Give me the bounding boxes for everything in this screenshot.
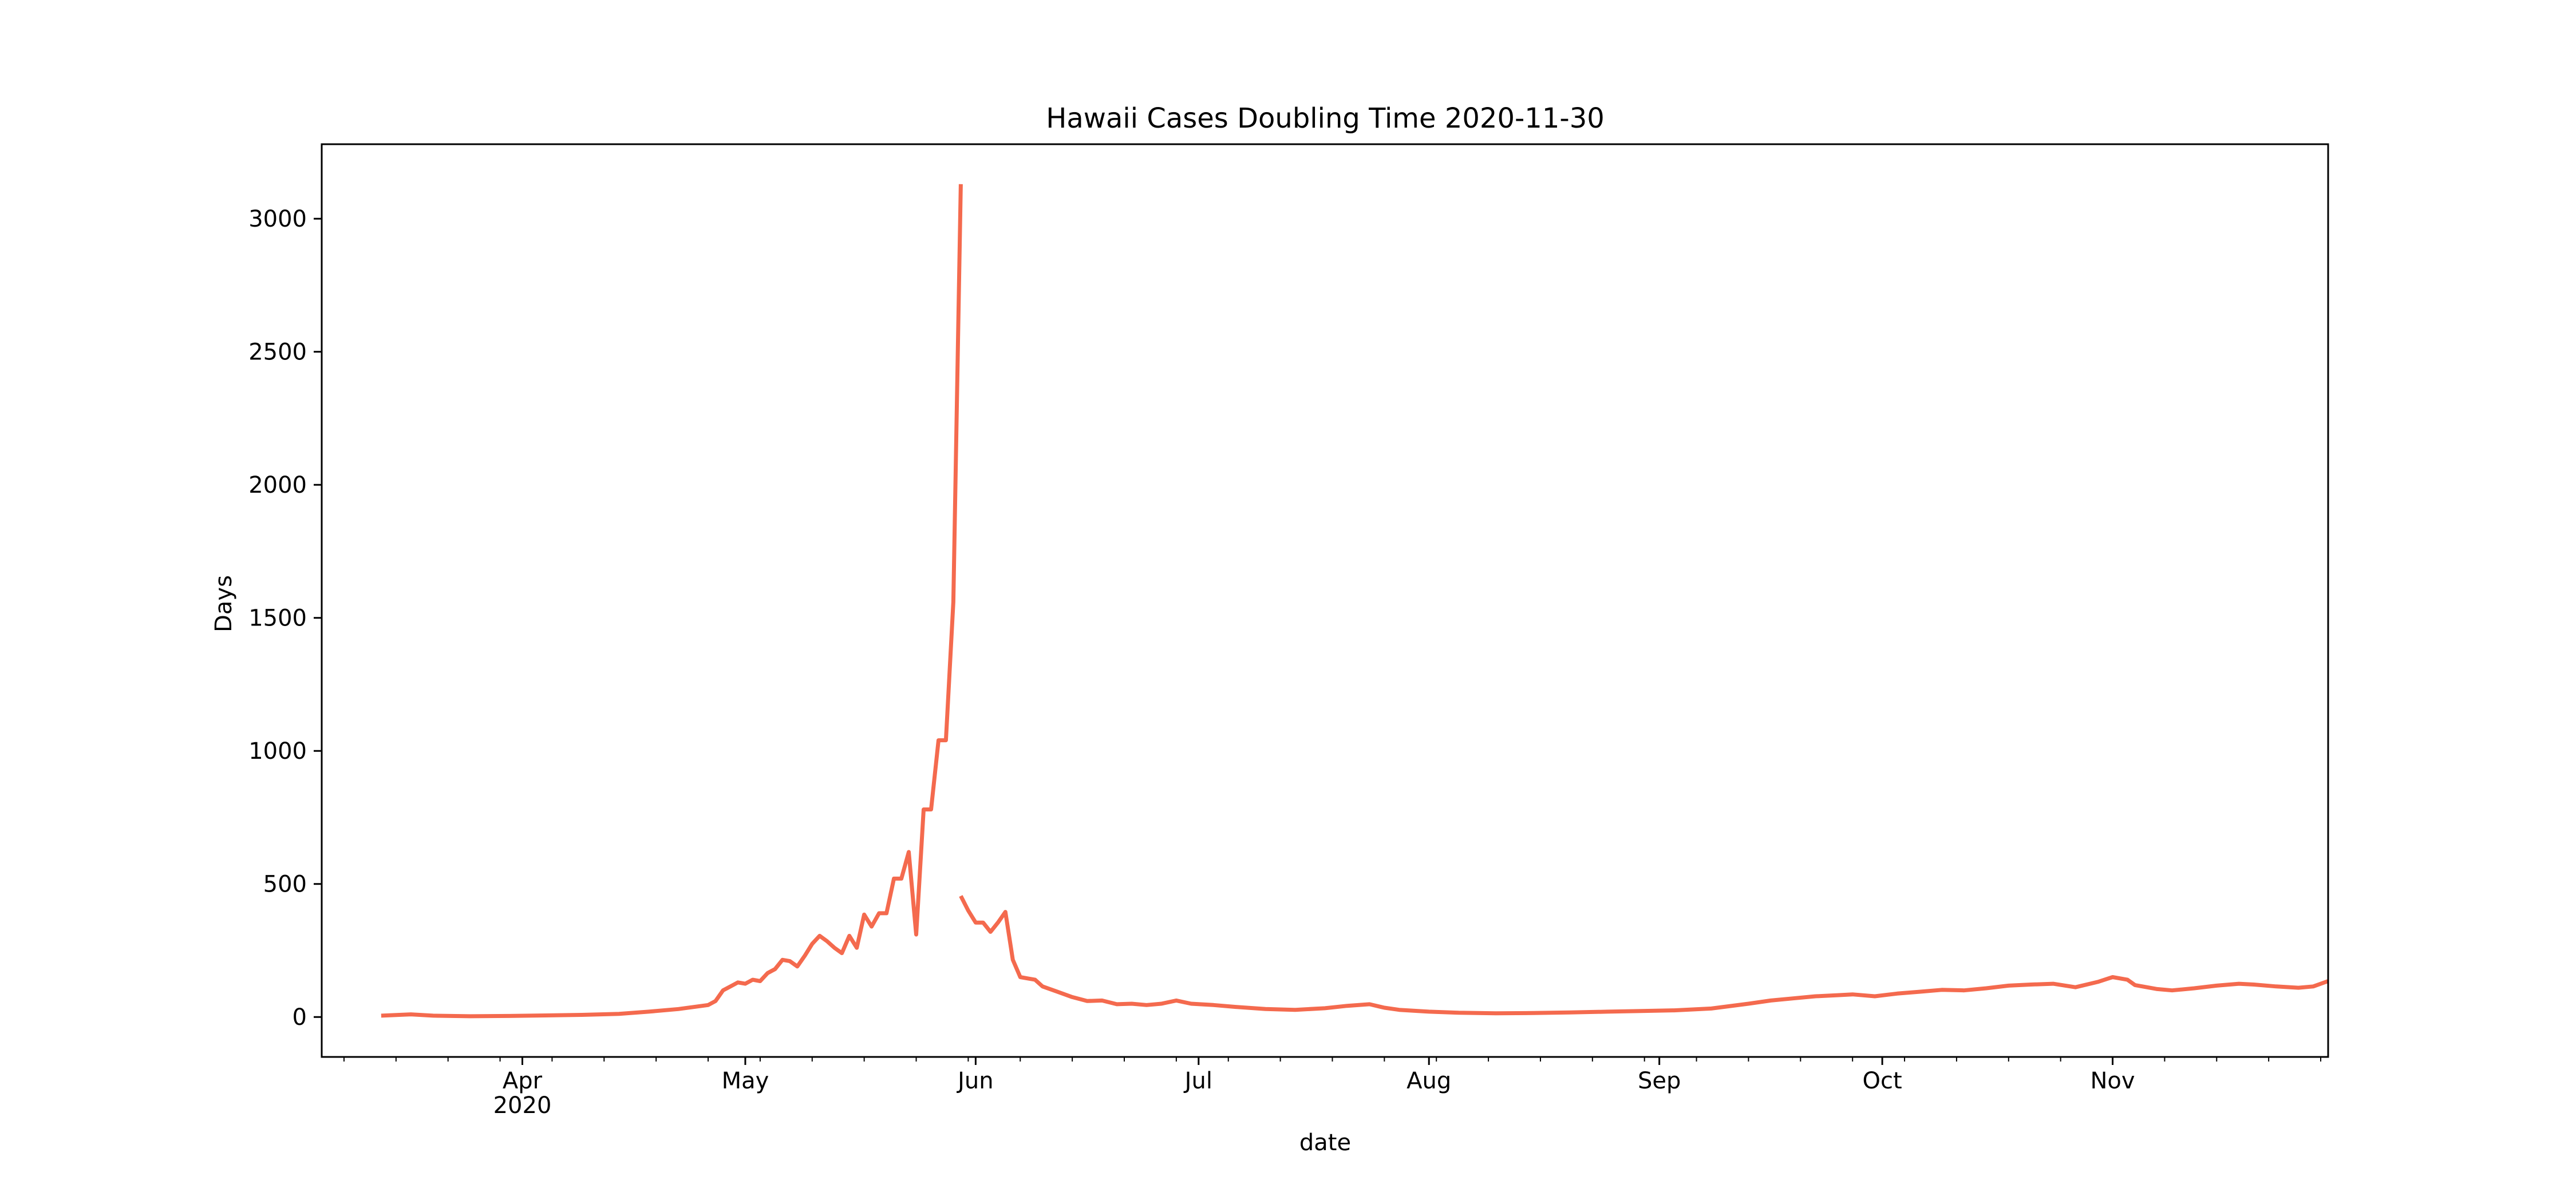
chart-title: Hawaii Cases Doubling Time 2020-11-30 (1046, 102, 1605, 134)
y-tick-label: 1500 (248, 605, 307, 632)
plot-area (381, 184, 2329, 1019)
y-tick-label: 1000 (248, 738, 307, 765)
x-tick-label: Jun (956, 1068, 994, 1094)
x-axis-label: date (1299, 1130, 1351, 1156)
x-tick-label: Sep (1638, 1068, 1681, 1094)
y-tick-label: 0 (293, 1004, 307, 1031)
series-line-segment (959, 895, 2329, 1016)
y-tick-label: 3000 (248, 206, 307, 232)
x-tick-label: Oct (1863, 1068, 1902, 1094)
y-tick-label: 2000 (248, 472, 307, 498)
x-tick-label: Aug (1406, 1068, 1451, 1094)
x-tick-label: Jul (1183, 1068, 1212, 1094)
series-line-segment (381, 184, 963, 1019)
x-tick-label: May (722, 1068, 769, 1094)
x-tick-label: Nov (2090, 1068, 2135, 1094)
x-tick-sublabel: 2020 (493, 1092, 552, 1119)
y-axis: 0 500 1000 1500 2000 2500 3000 (248, 206, 322, 1031)
plot-frame (321, 143, 2329, 1058)
y-tick-label: 500 (263, 872, 307, 898)
y-tick-label: 2500 (248, 339, 307, 366)
x-tick-label: Apr (503, 1068, 543, 1094)
y-axis-label: Days (211, 575, 237, 632)
